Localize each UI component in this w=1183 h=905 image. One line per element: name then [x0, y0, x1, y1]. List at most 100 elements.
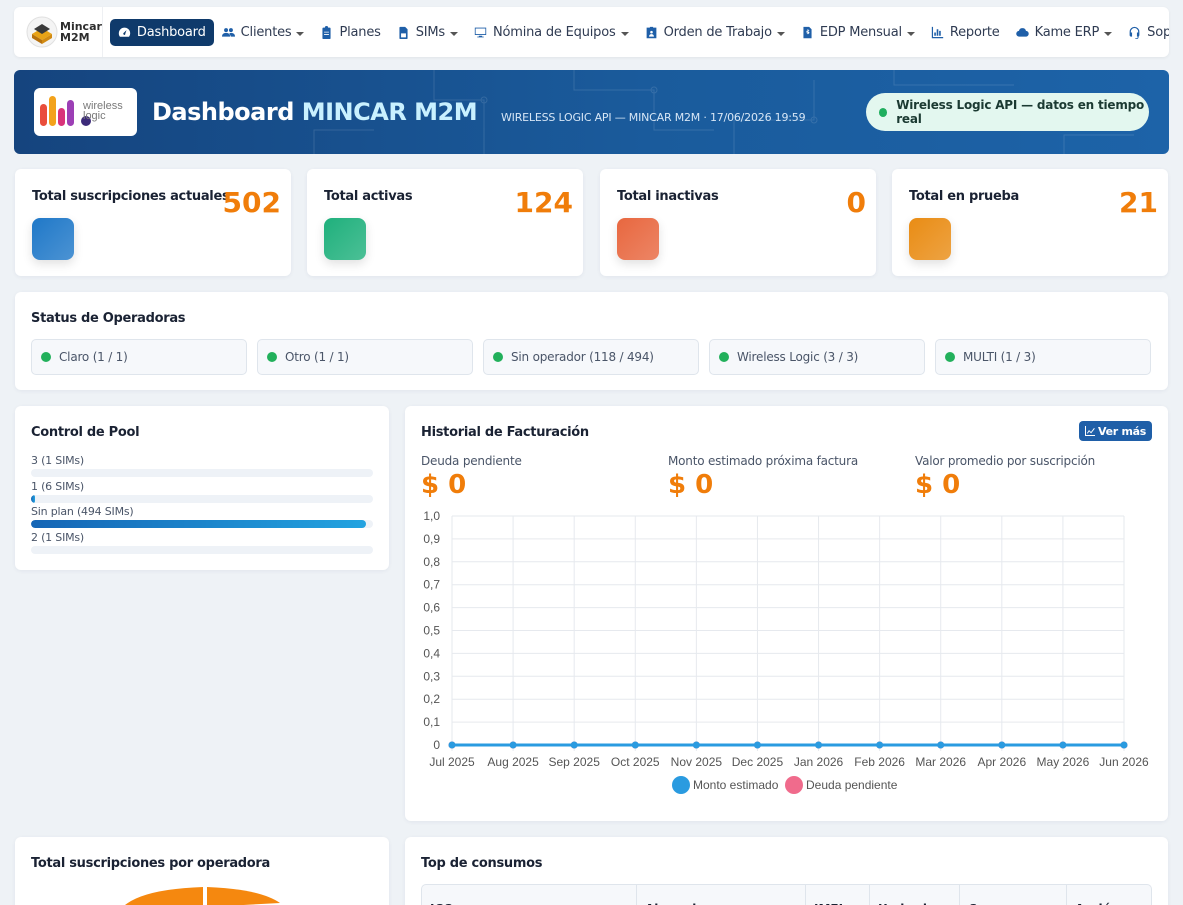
stat-card: Total activas 124 — [307, 169, 583, 276]
billing-kpi: Valor promedio por suscripción $ 0 — [915, 454, 1095, 500]
billing-line-chart: 0 0,1 0,2 0,3 0,4 0,5 0,6 0,7 0,8 0,9 1,0 Jul 2025 A… — [405, 501, 1168, 806]
x-tick-label: Jun 2026 — [1099, 755, 1149, 769]
ver-mas-button[interactable]: Ver más — [1079, 421, 1152, 441]
status-dot-icon — [493, 352, 503, 362]
pool-row-label: Sin plan (494 SIMs) — [31, 505, 134, 518]
pool-progress-fill — [31, 520, 367, 528]
nav-item-edp-mensual[interactable]: EDP Mensual — [793, 19, 923, 46]
pool-row-label: 2 (1 SIMs) — [31, 531, 85, 544]
brand-logo[interactable]: Mincar M2M — [14, 7, 103, 57]
operator-chip[interactable]: MULTI (1 / 3) — [935, 339, 1151, 375]
nav-item-orden-de-trabajo[interactable]: Orden de Trabajo — [637, 19, 793, 46]
nav-item-sims[interactable]: SIMs — [389, 19, 466, 46]
table-header-cell[interactable]: ICC — [422, 885, 637, 905]
nav-item-label: Clientes — [240, 24, 292, 40]
x-tick-label: May 2026 — [1037, 755, 1090, 769]
ver-mas-label: Ver más — [1098, 424, 1146, 438]
stat-icon-tile — [617, 218, 659, 260]
operator-chip[interactable]: Claro (1 / 1) — [31, 339, 247, 375]
operator-chip[interactable]: Otro (1 / 1) — [257, 339, 473, 375]
x-tick-label: Nov 2025 — [671, 755, 723, 769]
nav-item-reporte[interactable]: Reporte — [923, 19, 1008, 46]
operator-chip-label: Otro (1 / 1) — [285, 350, 349, 364]
stat-card: Total suscripciones actuales 502 — [15, 169, 291, 276]
y-tick-label: 0,9 — [423, 532, 440, 546]
operator-chip-label: MULTI (1 / 3) — [963, 350, 1036, 364]
legend-label[interactable]: Monto estimado — [693, 778, 779, 792]
stat-value: 124 — [514, 186, 573, 219]
data-point[interactable] — [448, 741, 456, 749]
subs-by-operator-card: Total suscripciones por operadora — [15, 837, 389, 905]
table-header-cell[interactable]: Acción — [1067, 885, 1151, 905]
legend-swatch[interactable] — [785, 776, 803, 794]
table-header-cell[interactable]: Umbral — [870, 885, 960, 905]
x-tick-label: Jan 2026 — [794, 755, 844, 769]
nav-item-nomina-de-equipos[interactable]: Nómina de Equipos — [466, 19, 637, 46]
legend-swatch[interactable] — [672, 776, 690, 794]
caret-down-icon — [449, 31, 458, 36]
kpi-label: Deuda pendiente — [421, 454, 522, 468]
data-point[interactable] — [509, 741, 517, 749]
nav-item-dashboard[interactable]: Dashboard — [109, 18, 214, 46]
circuit-pattern — [313, 70, 1134, 154]
nav-item-clientes[interactable]: Clientes — [214, 19, 313, 46]
invoice-icon — [801, 26, 814, 39]
wireless-logic-logo: wireless logic — [34, 88, 137, 136]
billing-kpi: Monto estimado próxima factura $ 0 — [668, 454, 858, 500]
data-point[interactable] — [937, 741, 945, 749]
table-header-cell[interactable]: IMEI — [806, 885, 870, 905]
data-point[interactable] — [998, 741, 1006, 749]
operator-chip-list: Claro (1 / 1) Otro (1 / 1) Sin operador (1… — [31, 339, 1151, 375]
headset-icon — [1128, 26, 1141, 39]
pool-control-card: Control de Pool 3 (1 SIMs) 1 (6 SIMs) Si… — [15, 406, 389, 570]
data-point[interactable] — [631, 741, 639, 749]
operator-chip-label: Wireless Logic (3 / 3) — [737, 350, 859, 364]
table-header-cell[interactable]: Abonado — [637, 885, 806, 905]
operators-title: Status de Operadoras — [31, 311, 186, 326]
operator-chip[interactable]: Wireless Logic (3 / 3) — [709, 339, 925, 375]
nav-item-label: Reporte — [949, 24, 1000, 40]
stat-label: Total en prueba — [909, 189, 1020, 204]
nav-item-kame-erp[interactable]: Kame ERP — [1008, 19, 1121, 46]
kpi-label: Monto estimado próxima factura — [668, 454, 858, 468]
data-point[interactable] — [876, 741, 884, 749]
nav-menu: Dashboard Clientes Planes SIMs Nómina de Equ… — [103, 7, 1169, 57]
status-dot-icon — [719, 352, 729, 362]
operators-status-card: Status de Operadoras Claro (1 / 1) Otro (… — [15, 292, 1168, 390]
data-point[interactable] — [1059, 741, 1067, 749]
operator-chip-label: Sin operador (118 / 494) — [511, 350, 654, 364]
caret-down-icon — [620, 31, 629, 36]
stat-label: Total suscripciones actuales — [32, 189, 230, 204]
x-tick-label: Sep 2025 — [548, 755, 600, 769]
x-tick-label: Aug 2025 — [487, 755, 539, 769]
table-header-cell[interactable]: Consumo — [960, 885, 1067, 905]
kpi-value: $ 0 — [915, 470, 961, 500]
pie-slice-secondary[interactable] — [207, 887, 280, 905]
logo-text-logic: logic — [83, 110, 106, 122]
page-title: Dashboard MINCAR M2M — [152, 98, 478, 126]
nav-item-label: Dashboard — [136, 24, 206, 40]
nav-item-label: Orden de Trabajo — [663, 24, 772, 40]
api-status-badge: Wireless Logic API — datos en tiempo rea… — [866, 93, 1149, 131]
nav-item-planes[interactable]: Planes — [312, 19, 388, 46]
data-point[interactable] — [570, 741, 578, 749]
operator-chip[interactable]: Sin operador (118 / 494) — [483, 339, 699, 375]
legend-label[interactable]: Deuda pendiente — [806, 778, 898, 792]
data-point[interactable] — [692, 741, 700, 749]
pool-progress-track — [31, 546, 373, 554]
x-tick-label: Apr 2026 — [977, 755, 1026, 769]
data-point[interactable] — [1120, 741, 1128, 749]
y-tick-label: 0,4 — [423, 646, 440, 660]
data-point[interactable] — [753, 741, 761, 749]
nav-item-soporte[interactable]: Soporte — [1120, 19, 1169, 46]
bar-chart-icon — [931, 26, 944, 39]
data-point[interactable] — [815, 741, 823, 749]
pool-row: 3 (1 SIMs) — [31, 454, 373, 477]
nav-item-label: Planes — [339, 24, 381, 40]
operator-chip-label: Claro (1 / 1) — [59, 350, 128, 364]
pie-slice-main[interactable] — [125, 887, 203, 905]
nav-item-label: SIMs — [415, 24, 445, 40]
pool-progress-track — [31, 469, 373, 477]
pool-row: 2 (1 SIMs) — [31, 531, 373, 554]
brand-name-line1: Mincar — [60, 20, 102, 33]
